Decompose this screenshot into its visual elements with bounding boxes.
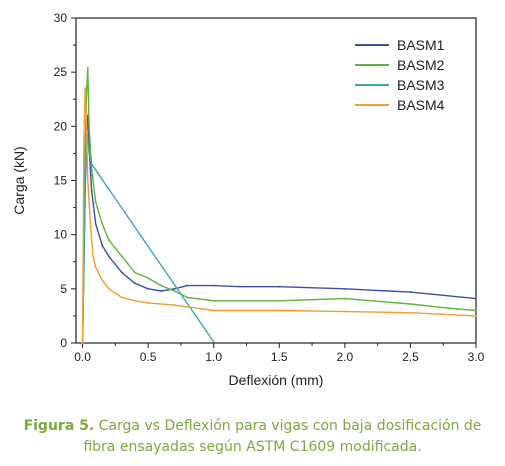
legend-label: BASM2 bbox=[397, 57, 445, 73]
figure-caption: Figura 5. Carga vs Deflexión para vigas … bbox=[10, 416, 495, 458]
data-point bbox=[121, 271, 123, 274]
data-point bbox=[101, 244, 104, 247]
data-point bbox=[475, 309, 477, 312]
x-tick-label: 0.5 bbox=[140, 350, 157, 364]
data-point bbox=[81, 342, 84, 344]
data-point bbox=[212, 309, 215, 312]
data-point bbox=[85, 125, 88, 128]
data-point bbox=[88, 152, 91, 155]
data-point bbox=[90, 163, 93, 166]
data-point bbox=[278, 299, 281, 302]
data-point bbox=[343, 297, 346, 300]
data-point bbox=[101, 222, 104, 225]
y-tick-label: 5 bbox=[60, 282, 67, 296]
data-point bbox=[212, 299, 215, 302]
y-tick-label: 25 bbox=[54, 65, 68, 79]
data-point bbox=[107, 287, 110, 290]
data-point bbox=[448, 307, 451, 310]
data-point bbox=[89, 222, 92, 225]
data-point bbox=[212, 284, 215, 287]
data-point bbox=[86, 66, 89, 69]
data-point bbox=[147, 302, 150, 304]
data-point bbox=[90, 168, 93, 171]
legend-label: BASM1 bbox=[397, 37, 445, 53]
series-line-basm1 bbox=[81, 114, 477, 344]
legend-label: BASM3 bbox=[397, 77, 445, 93]
data-point bbox=[278, 309, 281, 312]
caption-text: Carga vs Deflexión para vigas con baja d… bbox=[83, 418, 482, 455]
data-point bbox=[212, 341, 215, 343]
data-point bbox=[92, 255, 94, 258]
data-point bbox=[94, 201, 97, 204]
legend-label: BASM4 bbox=[397, 97, 445, 113]
data-point bbox=[409, 291, 412, 293]
data-point bbox=[343, 310, 346, 313]
data-point bbox=[278, 285, 281, 288]
data-point bbox=[107, 239, 110, 241]
data-point bbox=[160, 284, 163, 287]
data-point bbox=[82, 136, 85, 139]
data-point bbox=[88, 125, 91, 128]
data-point bbox=[147, 277, 150, 279]
y-tick-label: 0 bbox=[60, 336, 67, 350]
data-point bbox=[107, 255, 110, 258]
data-point bbox=[134, 282, 136, 285]
series-line-basm3 bbox=[81, 125, 215, 344]
data-point bbox=[173, 287, 176, 290]
data-point bbox=[134, 271, 136, 274]
x-axis-label: Deflexión (mm) bbox=[229, 372, 324, 388]
data-point bbox=[475, 315, 477, 317]
x-tick-label: 1.5 bbox=[271, 350, 288, 364]
data-point bbox=[90, 190, 93, 193]
data-point bbox=[409, 311, 412, 314]
data-point bbox=[173, 304, 176, 306]
data-point bbox=[160, 290, 163, 292]
data-point bbox=[84, 87, 87, 90]
x-tick-label: 1.0 bbox=[205, 350, 222, 364]
x-tick-label: 0.0 bbox=[74, 350, 91, 364]
chart: 0.0 0.5 1.0 1.5 2.0 2.5 3.0 0 5 10 15 20 25 30 Deflexi… bbox=[11, 11, 485, 388]
data-point bbox=[186, 296, 189, 299]
y-axis-label: Carga (kN) bbox=[11, 146, 27, 214]
data-point bbox=[94, 266, 97, 269]
data-point bbox=[186, 284, 189, 287]
data-point bbox=[239, 285, 241, 288]
data-point bbox=[147, 287, 150, 290]
caption-label: Figura 5. bbox=[23, 418, 95, 434]
y-tick-label: 20 bbox=[54, 119, 68, 133]
data-point bbox=[86, 179, 89, 182]
data-point bbox=[409, 303, 412, 305]
x-tick-label: 3.0 bbox=[468, 350, 485, 364]
x-tick-label: 2.5 bbox=[402, 350, 419, 364]
data-point bbox=[84, 168, 87, 171]
y-tick-label: 30 bbox=[54, 11, 68, 25]
y-tick-label: 10 bbox=[54, 228, 68, 242]
data-point bbox=[121, 255, 123, 258]
x-tick-label: 2.0 bbox=[337, 350, 354, 364]
data-point bbox=[173, 290, 176, 292]
y-tick-label: 15 bbox=[54, 174, 68, 188]
data-point bbox=[121, 296, 123, 299]
data-point bbox=[475, 297, 477, 300]
data-point bbox=[343, 287, 346, 290]
data-point bbox=[134, 299, 136, 302]
data-point bbox=[101, 279, 104, 282]
data-point bbox=[94, 222, 97, 225]
